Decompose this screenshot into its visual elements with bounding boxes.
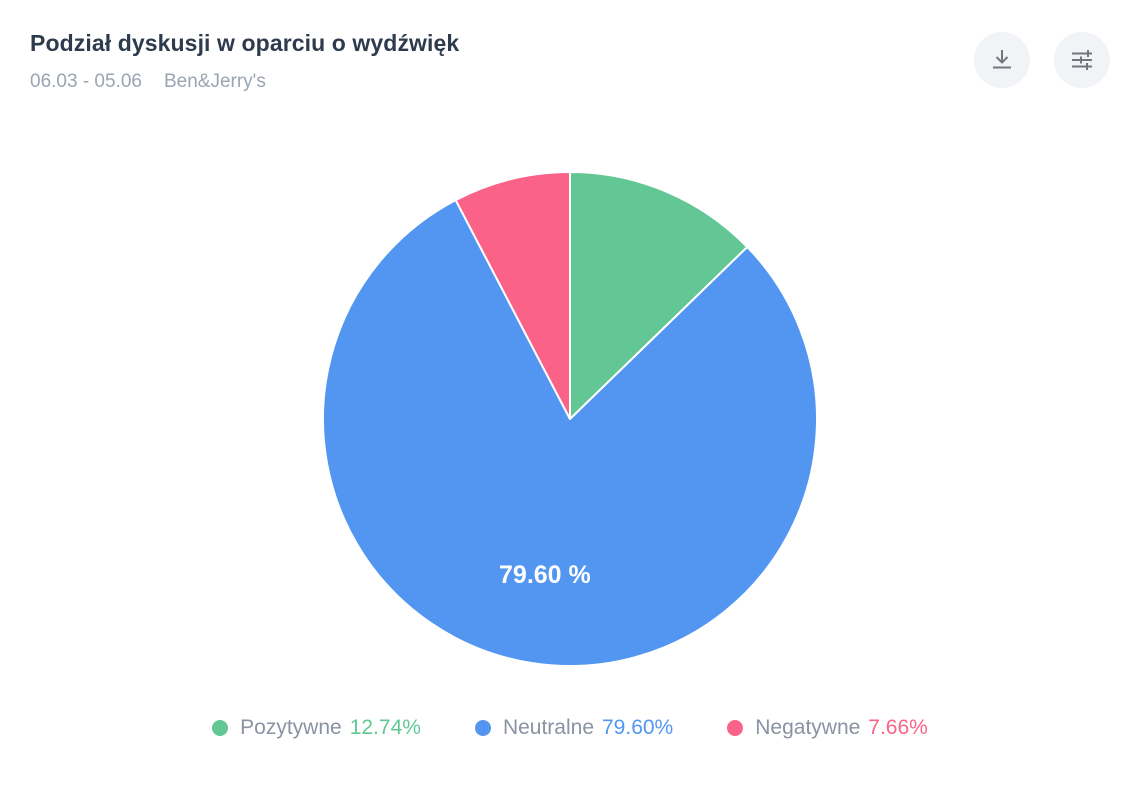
pie-chart-area: 79.60 % (320, 169, 820, 669)
pie-chart: 79.60 % (322, 171, 818, 667)
legend-label: Negatywne (755, 716, 861, 739)
legend-item-negatywne[interactable]: Negatywne 7.66% (727, 716, 928, 740)
chart-title: Podział dyskusji w oparciu o wydźwięk (30, 30, 460, 56)
brand-name: Ben&Jerry's (163, 71, 266, 92)
pie-data-label: 79.60 % (499, 561, 591, 589)
legend-item-neutralne[interactable]: Neutralne 79.60% (474, 716, 674, 740)
pie-slice-pozytywne[interactable] (569, 171, 749, 420)
legend-label: Pozytywne (240, 716, 342, 739)
chart-header: Podział dyskusji w oparciu o wydźwięk 06… (30, 30, 1110, 93)
legend-value: 7.66% (868, 716, 928, 739)
pie-slice-negatywne[interactable] (454, 171, 571, 420)
sliders-filter-icon (1072, 50, 1092, 70)
legend-dot (474, 720, 491, 736)
header-actions (974, 32, 1110, 88)
filter-button[interactable] (1054, 32, 1110, 88)
date-range: 06.03 - 05.06 (30, 71, 142, 92)
chart-legend: Pozytywne 12.74% Neutralne 79.60% Negatywne 7… (0, 716, 1140, 740)
legend-label: Neutralne (502, 716, 594, 739)
legend-dot (727, 720, 744, 736)
legend-value: 12.74% (349, 716, 421, 739)
chart-subtitle: 06.03 - 05.06 Ben&Jerry's (30, 71, 1110, 93)
legend-value: 79.60% (602, 716, 674, 739)
download-button[interactable] (974, 32, 1030, 88)
pie-slice-neutralne[interactable] (322, 199, 818, 667)
legend-item-pozytywne[interactable]: Pozytywne 12.74% (212, 716, 421, 740)
legend-dot (212, 720, 229, 736)
download-icon (993, 50, 1011, 69)
